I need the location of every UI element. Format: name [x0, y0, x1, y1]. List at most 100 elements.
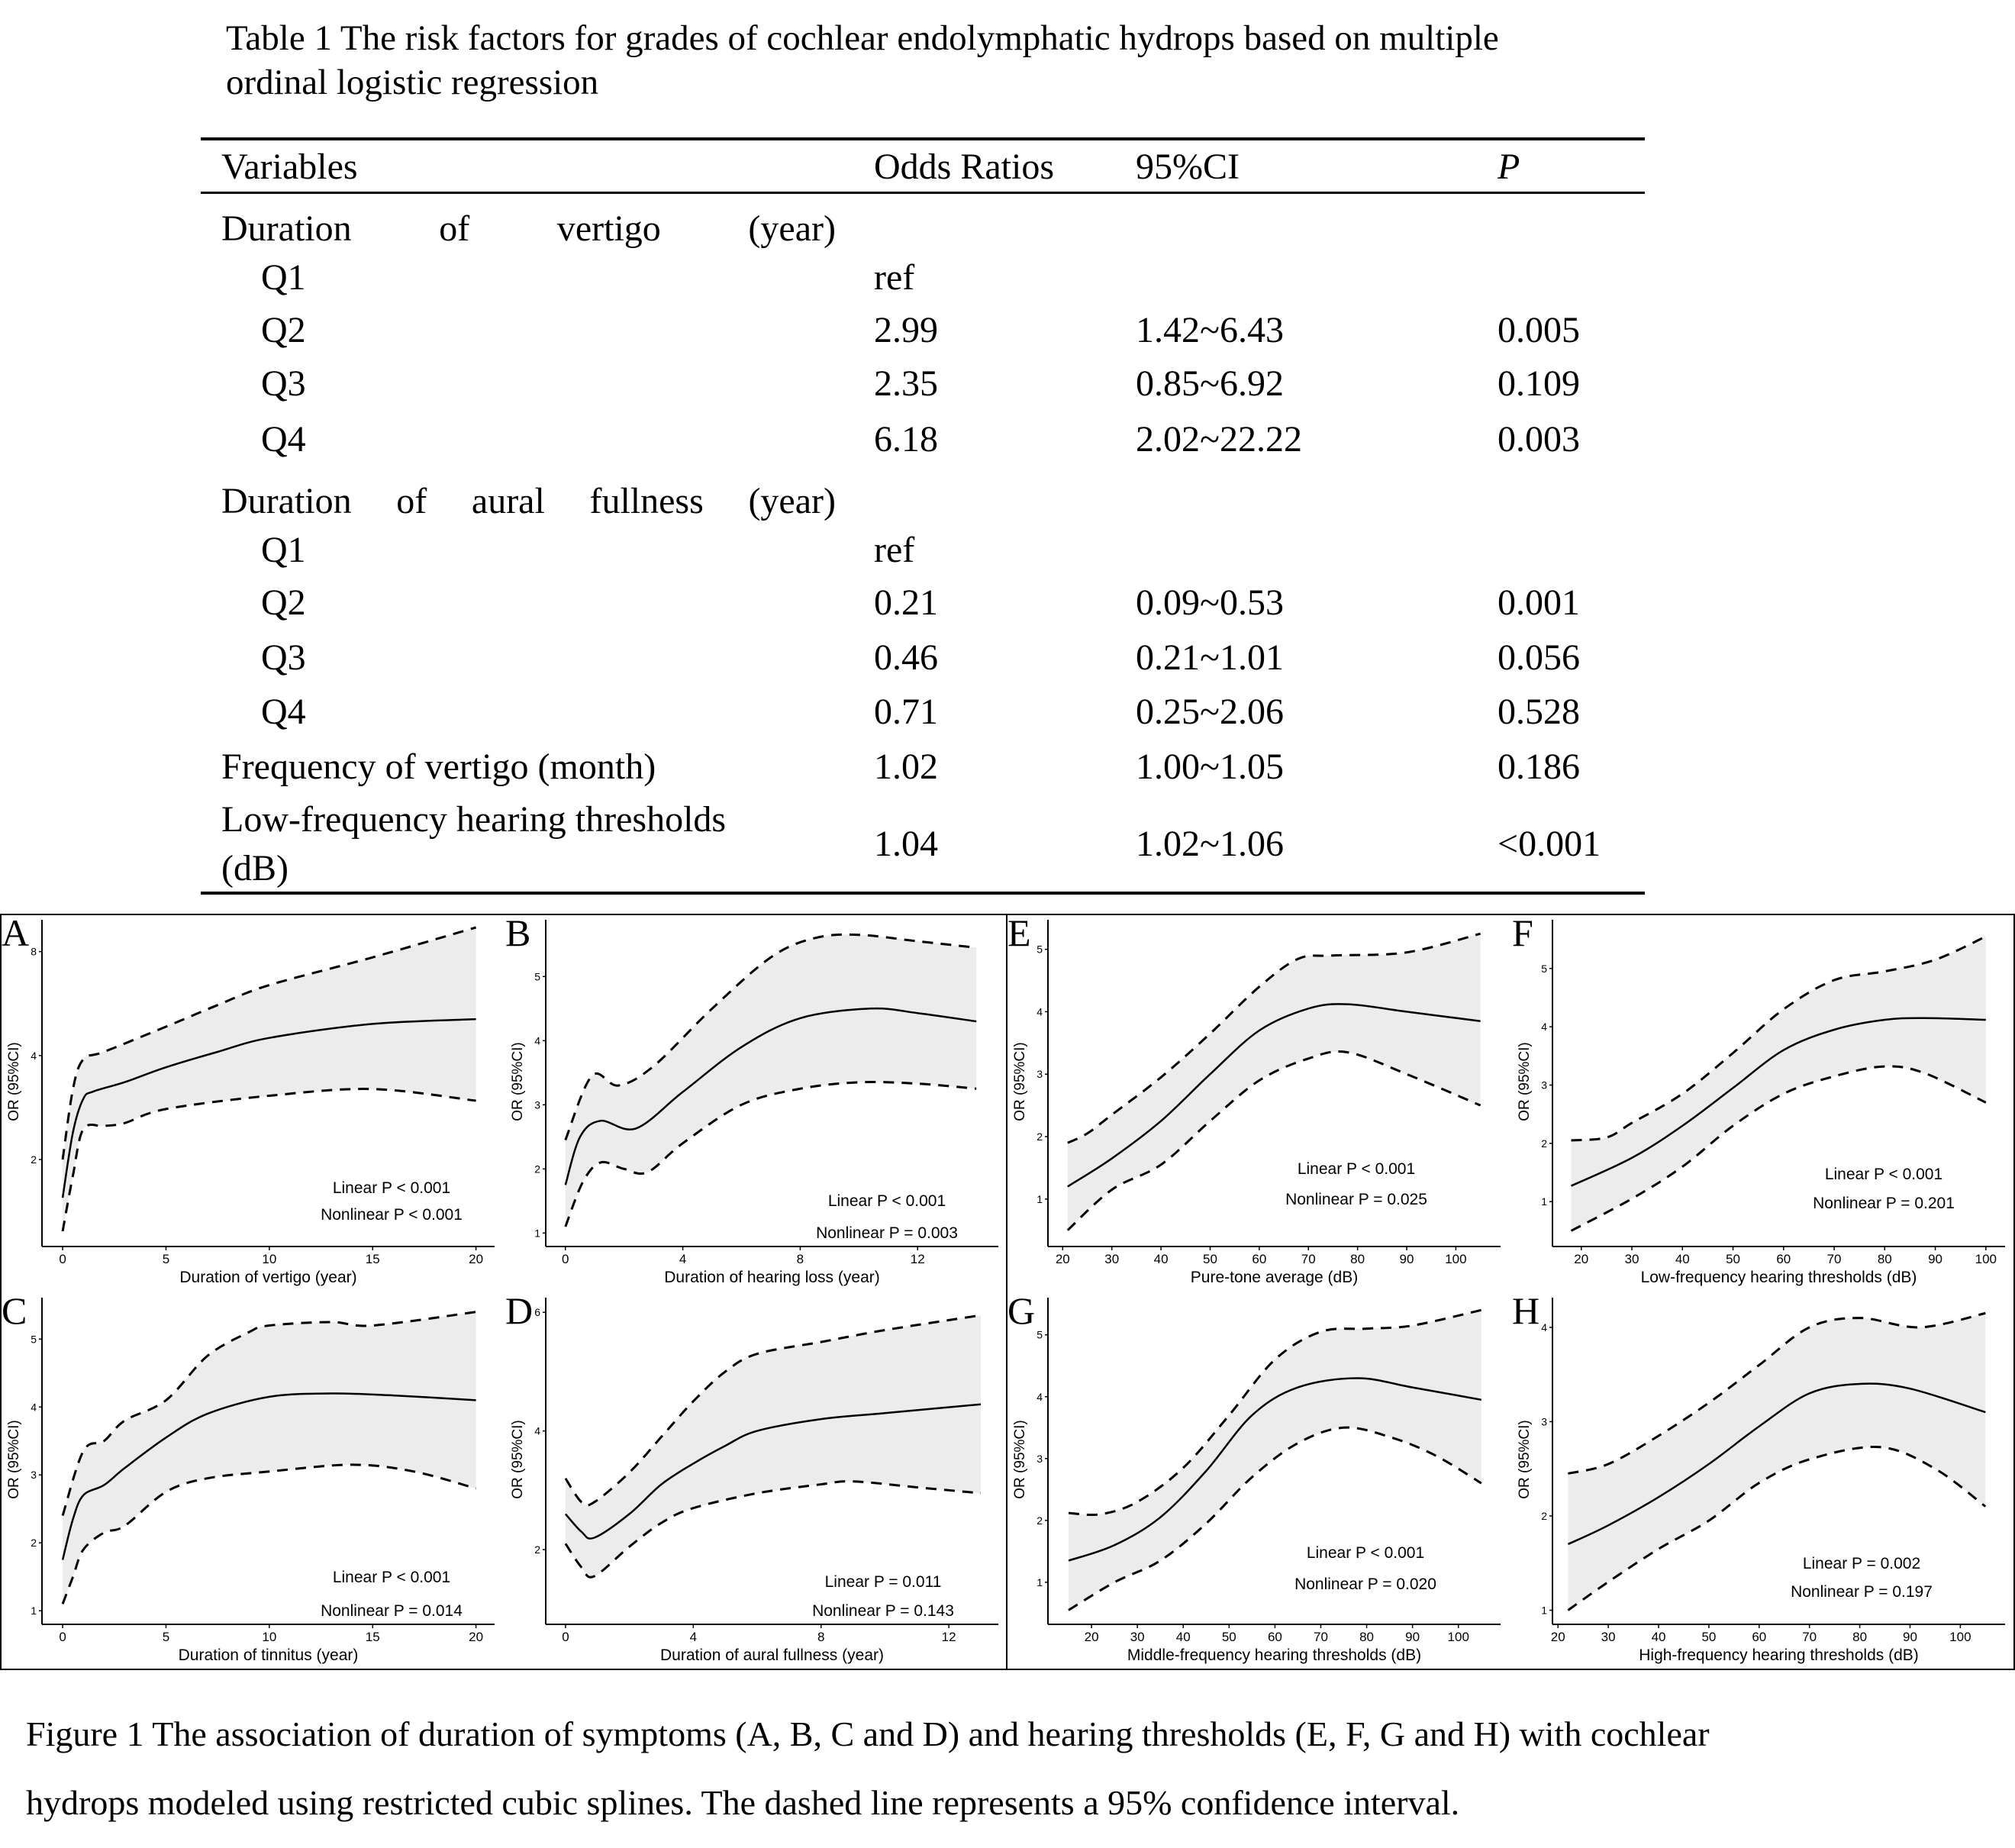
x-tick-label: 70 — [1827, 1252, 1842, 1266]
row-p: 0.528 — [1498, 692, 1580, 732]
panel-letter: G — [1008, 1289, 1036, 1332]
row-or: 0.71 — [874, 692, 938, 732]
lower-ci-line — [1066, 1050, 1481, 1231]
row-p: 0.001 — [1498, 582, 1580, 623]
x-tick-label: 20 — [1551, 1630, 1565, 1644]
y-tick-label: 8 — [31, 946, 37, 958]
nonlinear-p-annotation: Nonlinear P = 0.201 — [1813, 1195, 1955, 1212]
upper-ci-line — [564, 1314, 982, 1507]
y-tick-label: 4 — [1541, 1321, 1547, 1334]
table-title-line-2: ordinal logistic regression — [226, 63, 599, 102]
group-word: Duration — [221, 208, 352, 249]
y-tick-label: 3 — [534, 1098, 540, 1111]
y-tick-label: 4 — [31, 1050, 37, 1062]
y-tick-label: 1 — [1541, 1604, 1547, 1616]
y-tick-label: 2 — [1037, 1514, 1043, 1527]
y-tick-label: 1 — [1037, 1193, 1043, 1205]
x-tick-label: 50 — [1701, 1630, 1716, 1644]
estimate-line — [1567, 1382, 1986, 1546]
x-tick-label: 80 — [1852, 1630, 1867, 1644]
row-or: 0.21 — [874, 582, 938, 623]
x-tick-label: 60 — [1252, 1252, 1266, 1266]
panel-d: 0 4 8 12 2 4 6 Duration of aural fullness (year… — [504, 1292, 1008, 1669]
y-tick-label: 3 — [1541, 1079, 1547, 1091]
x-tick-label: 0 — [562, 1630, 569, 1644]
row-ci: 1.00~1.05 — [1136, 747, 1284, 787]
x-tick-label: 0 — [562, 1252, 569, 1266]
upper-ci-line — [1067, 932, 1481, 1144]
x-tick-label: 90 — [1405, 1630, 1420, 1644]
row-label: (dB) — [221, 848, 289, 889]
y-tick-label: 2 — [534, 1543, 540, 1556]
x-tick-label: 15 — [366, 1630, 380, 1644]
y-tick-label: 1 — [534, 1227, 540, 1239]
group-word: Duration — [221, 481, 352, 521]
linear-p-annotation: Linear P < 0.001 — [1825, 1166, 1942, 1183]
x-tick-label: 100 — [1949, 1630, 1971, 1644]
x-tick-label: 30 — [1130, 1630, 1145, 1644]
row-p: 0.109 — [1498, 363, 1580, 404]
y-tick-label: 4 — [31, 1401, 37, 1413]
linear-p-annotation: Linear P = 0.011 — [825, 1573, 942, 1591]
x-tick-label: 15 — [366, 1252, 380, 1266]
nonlinear-p-annotation: Nonlinear P = 0.020 — [1294, 1575, 1436, 1593]
y-tick-label: 2 — [31, 1153, 37, 1166]
upper-ci-line — [1571, 935, 1987, 1142]
x-tick-label: 20 — [1056, 1252, 1070, 1266]
lower-ci-line — [1567, 1446, 1987, 1611]
x-tick-label: 5 — [163, 1630, 169, 1644]
x-tick-label: 12 — [911, 1252, 925, 1266]
chart-g: 20 30 40 50 60 70 80 90 100 1 2 3 4 5 Middle-frequency… — [1012, 1298, 1501, 1664]
x-tick-label: 8 — [817, 1630, 824, 1644]
row-p: 0.005 — [1498, 310, 1580, 350]
row-label: Q2 — [261, 582, 306, 623]
panel-letter: E — [1008, 911, 1031, 954]
figure-caption-line-2: hydrops modeled using restricted cubic s… — [26, 1783, 1460, 1822]
y-tick-label: 4 — [1037, 1391, 1043, 1403]
y-tick-label: 4 — [534, 1425, 540, 1437]
estimate-line — [1067, 1003, 1481, 1188]
panel-h: 20 30 40 50 60 70 80 90 100 1 2 3 4 High-frequency he… — [1510, 1292, 2014, 1669]
panel-letter: F — [1512, 911, 1533, 954]
x-tick-label: 60 — [1752, 1630, 1766, 1644]
row-ci: 0.09~0.53 — [1136, 582, 1284, 623]
x-tick-label: 80 — [1350, 1252, 1365, 1266]
y-axis-label: OR (95%CI) — [6, 1420, 22, 1498]
group-word: (year) — [748, 481, 836, 521]
row-or: 2.99 — [874, 310, 938, 350]
row-or: 0.46 — [874, 637, 938, 678]
nonlinear-p-annotation: Nonlinear P = 0.197 — [1791, 1583, 1933, 1601]
row-or: ref — [874, 530, 915, 570]
panel-letter: C — [2, 1289, 27, 1332]
estimate-line — [1068, 1377, 1482, 1562]
row-ci: 2.02~22.22 — [1136, 419, 1302, 460]
row-label: Low-frequency hearing thresholds — [221, 799, 727, 840]
group-duration-of-aural-fullness: Duration of aural fullness (year) — [221, 480, 836, 523]
x-axis-label: High-frequency hearing thresholds (dB) — [1639, 1646, 1919, 1664]
x-tick-label: 50 — [1726, 1252, 1740, 1266]
x-tick-label: 5 — [163, 1252, 169, 1266]
row-p: <0.001 — [1498, 824, 1601, 864]
group-word: (year) — [748, 208, 836, 249]
panel-g: 20 30 40 50 60 70 80 90 100 1 2 3 4 5 Middle-frequency… — [1006, 1292, 1510, 1669]
y-tick-label: 2 — [534, 1163, 540, 1175]
row-ci: 0.25~2.06 — [1136, 692, 1284, 732]
x-tick-label: 20 — [469, 1252, 483, 1266]
x-tick-label: 40 — [1675, 1252, 1690, 1266]
row-label: Frequency of vertigo (month) — [221, 747, 656, 787]
x-tick-label: 10 — [262, 1630, 276, 1644]
y-axis-label: OR (95%CI) — [6, 1042, 22, 1121]
x-tick-label: 4 — [690, 1630, 697, 1644]
estimate-line — [564, 1403, 982, 1540]
row-or: 6.18 — [874, 419, 938, 460]
row-label: Q4 — [261, 692, 306, 732]
x-tick-label: 10 — [262, 1252, 276, 1266]
row-or: 2.35 — [874, 363, 938, 404]
row-ci: 1.42~6.43 — [1136, 310, 1284, 350]
panel-f: 20 30 40 50 60 70 80 90 100 1 2 3 4 5 Low-frequency he… — [1510, 914, 2014, 1292]
x-tick-label: 90 — [1400, 1252, 1414, 1266]
x-tick-label: 12 — [942, 1630, 956, 1644]
x-tick-label: 0 — [59, 1630, 66, 1644]
y-tick-label: 1 — [1541, 1195, 1547, 1208]
linear-p-annotation: Linear P < 0.001 — [1307, 1544, 1424, 1562]
